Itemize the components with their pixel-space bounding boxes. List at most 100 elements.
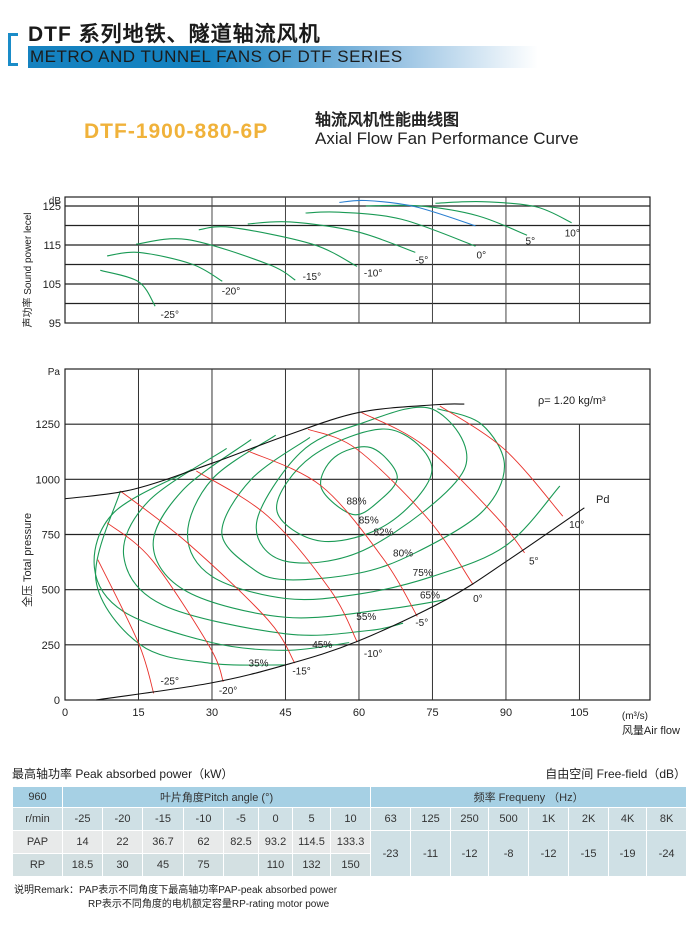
sound-y-unit: dB <box>49 196 62 207</box>
efficiency-label: 82% <box>373 528 393 539</box>
perf-x-tick: 90 <box>500 707 512 719</box>
sound-plot-frame <box>64 196 651 324</box>
rp-cell: 75 <box>183 853 224 877</box>
sound-curve <box>435 201 572 224</box>
pap-cell: 114.5 <box>292 830 331 854</box>
pitch-angle-cell: -10 <box>183 807 224 831</box>
efficiency-contour <box>276 428 433 543</box>
curve-title-en: Axial Flow Fan Performance Curve <box>315 129 579 148</box>
curve-title-cn: 轴流风机性能曲线图 <box>315 112 460 129</box>
pitch-angle-label: -5° <box>415 618 428 629</box>
rp-cell: 45 <box>142 853 184 877</box>
sound-y-tick: 115 <box>43 240 61 252</box>
free-field-cell: -19 <box>608 830 648 877</box>
pitch-angle-line <box>247 450 418 617</box>
sound-curve-label: -10° <box>364 268 382 279</box>
pitch-angle-label: 0° <box>473 594 483 605</box>
pap-cell: 36.7 <box>142 830 184 854</box>
frequency-cell: 2K <box>568 807 610 831</box>
efficiency-label: 65% <box>420 590 440 601</box>
sound-curve-label: -15° <box>303 272 321 283</box>
frequency-cell: 1K <box>528 807 570 831</box>
efficiency-label: 45% <box>312 640 332 651</box>
title-banner <box>28 46 538 68</box>
pitch-angle-line <box>361 412 525 554</box>
pitch-angle-line <box>120 490 296 664</box>
pap-cell: 133.3 <box>329 830 372 854</box>
pitch-angle-cell: -25 <box>62 807 103 831</box>
free-field-cell: -12 <box>528 830 570 877</box>
sound-curve-label: 10° <box>565 228 580 239</box>
perf-y-axis-label: 全压 Total pressure <box>20 513 34 607</box>
perf-x-tick: 105 <box>570 707 588 719</box>
model-number: DTF-1900-880-6P <box>84 120 269 143</box>
efficiency-label: 35% <box>249 658 269 669</box>
free-field-cell: -24 <box>646 830 688 877</box>
pitch-angle-cell: 0 <box>258 807 293 831</box>
peak-power-label: 最高轴功率 Peak absorbed power（kW） <box>12 767 234 781</box>
sound-curve-label: 0° <box>477 251 487 262</box>
rp-cell: 110 <box>258 853 293 877</box>
pap-cell: 82.5 <box>223 830 259 854</box>
header-bracket <box>8 33 18 66</box>
frequency-cell: 125 <box>410 807 452 831</box>
speed-value: 960 <box>12 786 63 808</box>
perf-y-tick: 250 <box>42 640 60 652</box>
perf-y-tick: 750 <box>42 530 60 542</box>
sound-y-tick: 105 <box>43 279 61 291</box>
rp-label: RP <box>12 853 63 877</box>
rp-cell: 150 <box>329 853 372 877</box>
dynamic-pressure-curve <box>95 507 585 701</box>
pitch-angle-label: -20° <box>219 686 237 697</box>
sound-y-tick: 125 <box>43 201 61 213</box>
sound-curve-label: -25° <box>161 310 179 321</box>
pitch-angle-line <box>97 559 155 694</box>
frequency-cell: 8K <box>646 807 688 831</box>
perf-x-tick: 15 <box>132 707 144 719</box>
perf-y-tick: 1000 <box>36 474 60 486</box>
efficiency-contour <box>255 406 468 564</box>
pitch-angle-cell: -20 <box>102 807 143 831</box>
rp-cell: 132 <box>292 853 331 877</box>
efficiency-label: 55% <box>356 612 376 623</box>
sound-curve <box>339 199 476 227</box>
pitch-angle-line <box>439 405 564 517</box>
pitch-angle-line <box>106 522 224 682</box>
sound-curve <box>305 211 476 247</box>
free-field-cell: -12 <box>450 830 490 877</box>
sound-curve <box>365 204 528 236</box>
air-density-label: ρ= 1.20 kg/m³ <box>538 395 606 407</box>
perf-x-tick: 75 <box>426 707 438 719</box>
pitch-angle-line <box>307 428 474 585</box>
efficiency-contour <box>95 490 286 666</box>
perf-x-tick: 0 <box>62 707 68 719</box>
efficiency-contour <box>221 408 506 581</box>
pitch-angle-label: 5° <box>529 556 539 567</box>
sound-curve-label: -20° <box>222 287 240 298</box>
pitch-angle-cell: -15 <box>142 807 184 831</box>
sound-curve <box>100 269 156 307</box>
pitch-angle-cell: -5 <box>223 807 259 831</box>
remark-line-2: RP表示不同角度的电机额定容量RP-rating motor powe <box>88 899 330 910</box>
page-title-cn: DTF 系列地铁、隧道轴流风机 <box>28 23 321 46</box>
efficiency-label: 80% <box>393 549 413 560</box>
pitch-angle-header: 叶片角度Pitch angle (°) <box>61 786 372 808</box>
perf-y-tick: 0 <box>54 695 60 707</box>
efficiency-contour <box>152 439 447 619</box>
pap-cell: 14 <box>62 830 103 854</box>
remark-line-1: 说明Remark：PAP表示不同角度下最高轴功率PAP-peak absorbe… <box>14 885 338 896</box>
frequency-cell: 500 <box>488 807 530 831</box>
sound-curve-label: -5° <box>415 255 428 266</box>
pd-label: Pd <box>596 494 609 506</box>
perf-y-unit: Pa <box>48 367 61 378</box>
pitch-angle-label: 10° <box>569 520 584 531</box>
rp-cell <box>223 853 259 877</box>
pitch-angle-label: -10° <box>364 649 382 660</box>
page-title-en: METRO AND TUNNEL FANS OF DTF SERIES <box>30 47 403 66</box>
perf-y-tick: 1250 <box>36 419 60 431</box>
stall-boundary-curve <box>64 403 465 500</box>
pap-cell: 22 <box>102 830 143 854</box>
pap-cell: 62 <box>183 830 224 854</box>
pap-label: PAP <box>12 830 63 854</box>
